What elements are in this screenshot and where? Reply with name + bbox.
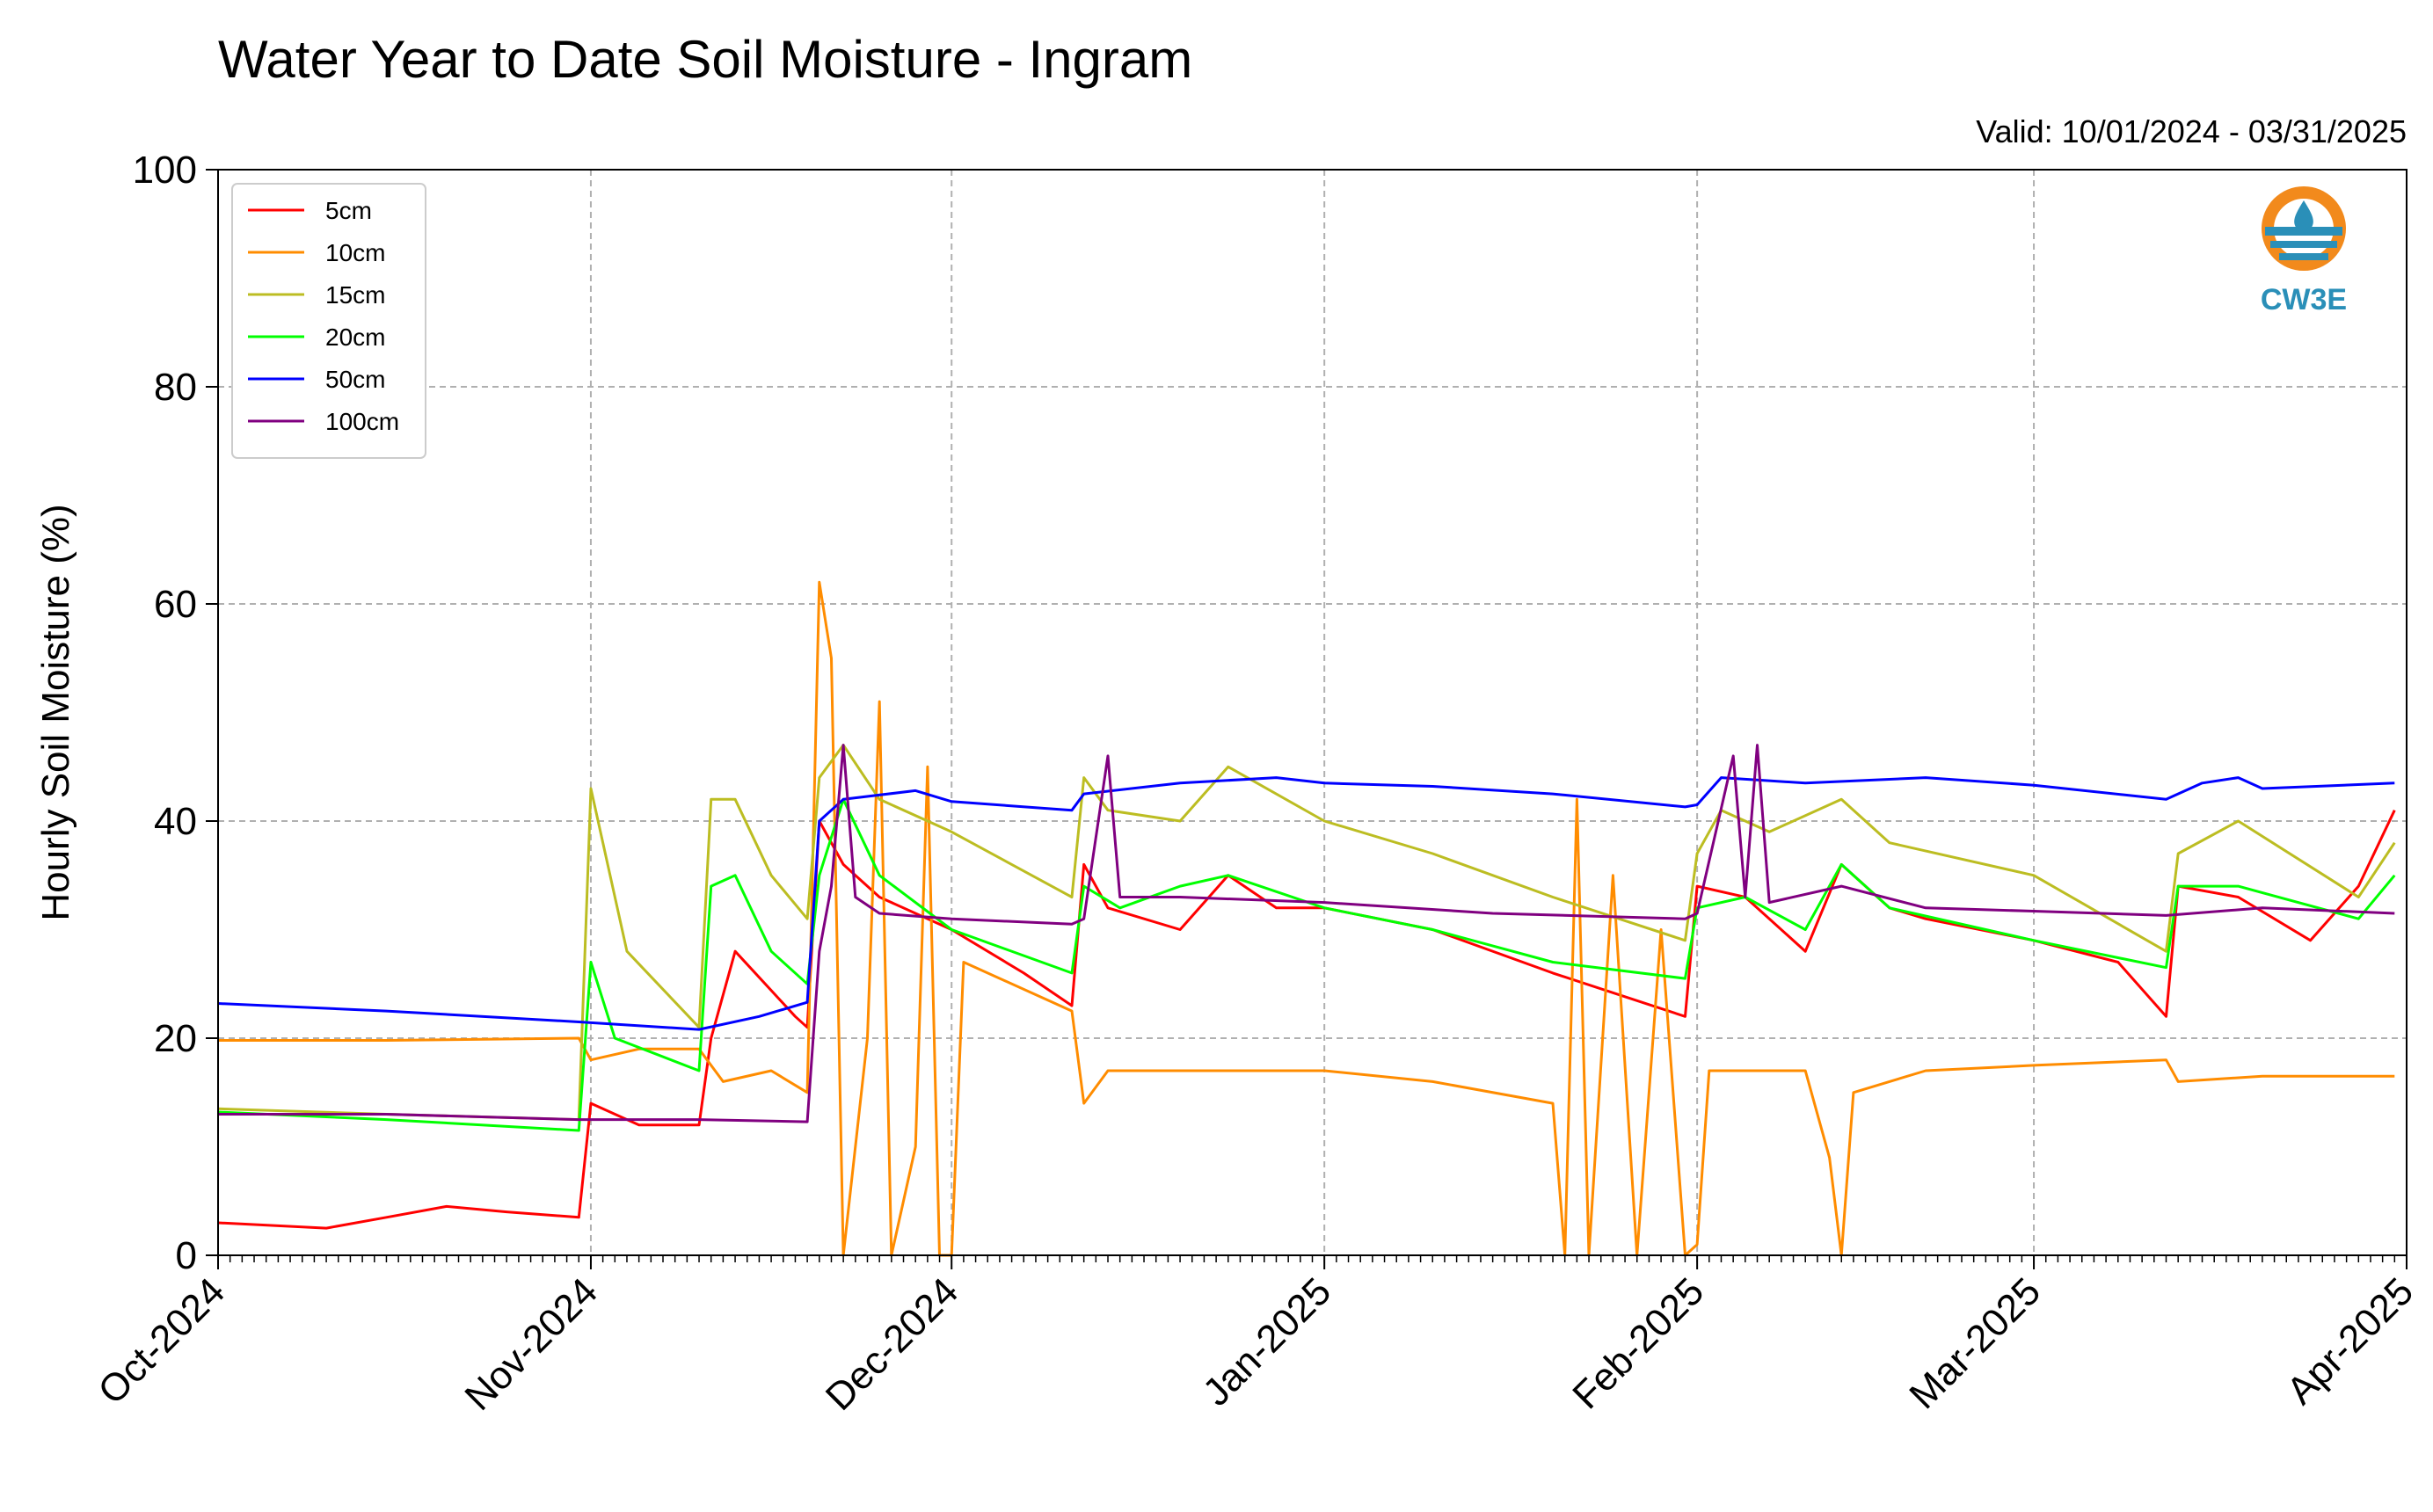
y-tick-label: 40 <box>154 800 197 843</box>
series-line-10cm <box>218 580 2395 1257</box>
legend-label-15cm: 15cm <box>325 281 385 309</box>
logo-text: CW3E <box>2261 283 2347 316</box>
water-drop-icon <box>2294 200 2313 229</box>
series-line-15cm <box>217 744 2396 1122</box>
y-tick-label: 20 <box>154 1017 197 1060</box>
legend-label-100cm: 100cm <box>325 408 399 435</box>
series-line-50cm <box>217 776 2395 1031</box>
chart-title: Water Year to Date Soil Moisture - Ingra… <box>218 30 1192 89</box>
legend-label-20cm: 20cm <box>325 323 385 351</box>
series-line-100cm <box>218 744 2395 1123</box>
y-axis: 0 20 40 60 80 100 <box>133 149 218 1277</box>
legend-label-5cm: 5cm <box>325 197 372 224</box>
y-tick-label: 60 <box>154 583 197 626</box>
chart-subtitle: Valid: 10/01/2024 - 03/31/2025 <box>1976 113 2407 149</box>
legend-label-50cm: 50cm <box>325 366 385 393</box>
y-tick-label: 100 <box>133 149 197 192</box>
y-tick-label: 80 <box>154 366 197 409</box>
cw3e-logo: CW3E <box>2261 186 2347 316</box>
data-series <box>217 580 2396 1257</box>
legend-label-10cm: 10cm <box>325 239 385 266</box>
legend: 5cm 10cm 15cm 20cm 50cm 100cm <box>231 183 426 459</box>
y-axis-label: Hourly Soil Moisture (%) <box>34 504 77 920</box>
y-tick-label: 0 <box>176 1234 197 1277</box>
